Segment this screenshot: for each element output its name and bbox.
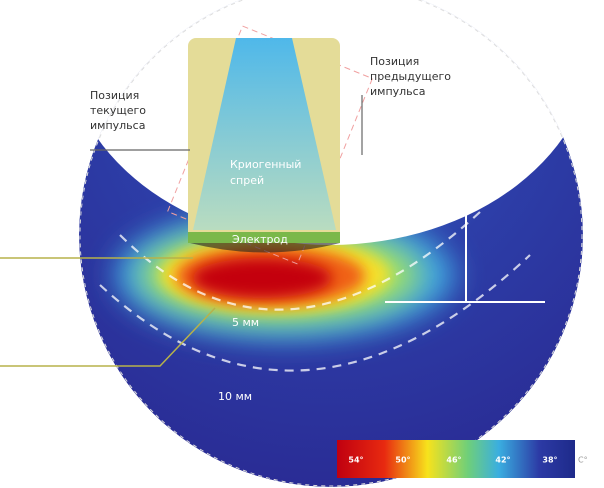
scale-bar: [385, 213, 545, 303]
legend-tick: 46°: [446, 456, 461, 465]
legend-unit: C°: [578, 456, 588, 465]
pointer-lines: [90, 95, 363, 155]
electrode-label: Электрод: [232, 233, 288, 246]
applicator: [188, 38, 340, 253]
spray-label: Криогенный спрей: [230, 158, 301, 187]
previous-pulse-label: Позиция предыдущего импульса: [370, 55, 451, 98]
legend-tick: 38°: [542, 456, 557, 465]
callout-lines: [0, 257, 216, 367]
color-legend: 54° 50° 46° 42° 38° C°: [337, 440, 588, 478]
depth-label: 10 мм: [218, 390, 252, 403]
legend-tick: 42°: [495, 456, 510, 465]
current-pulse-label: Позиция текущего импульса: [90, 89, 146, 132]
depth-arcs: [99, 211, 531, 372]
legend-tick: 50°: [395, 456, 410, 465]
depth-label: 5 мм: [232, 316, 259, 329]
legend-tick: 54°: [348, 456, 363, 465]
